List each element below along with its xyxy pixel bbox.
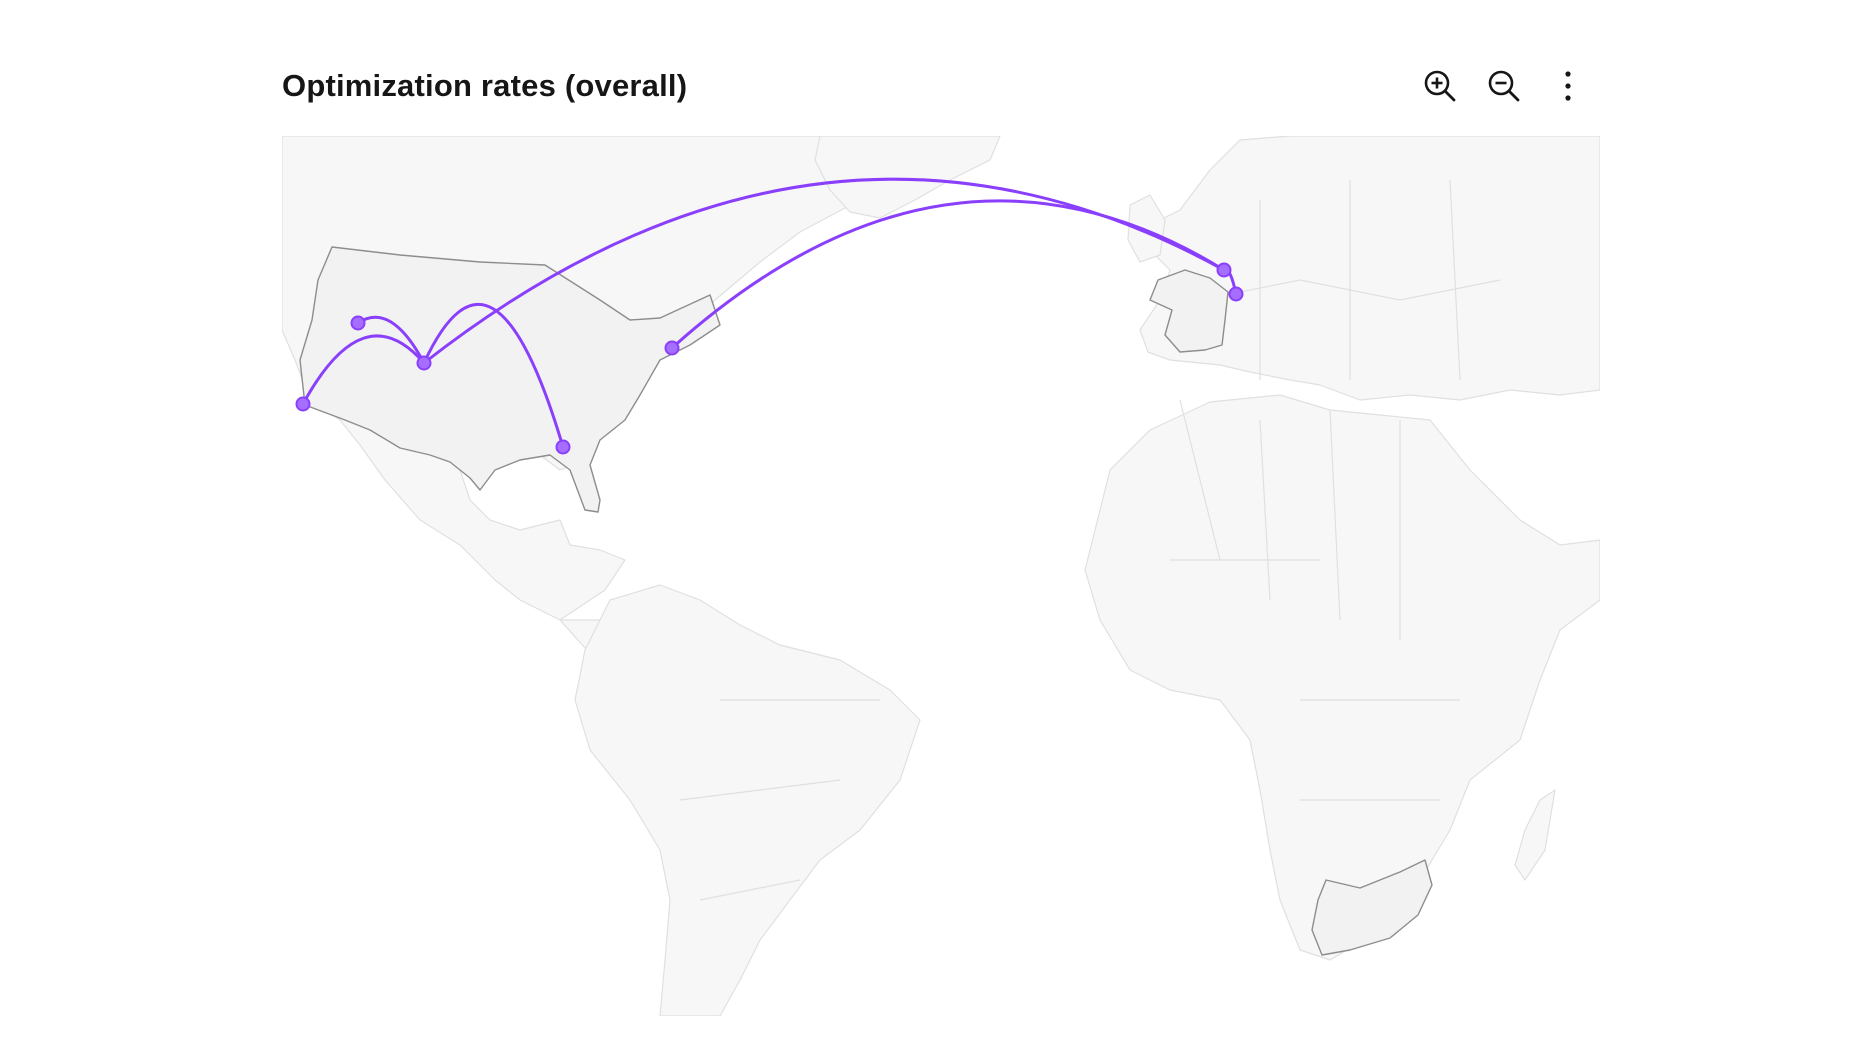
- land-south-america: [574, 584, 921, 1016]
- highlighted-regions: [299, 246, 1433, 956]
- city-nodes: [295, 262, 1244, 455]
- connection-arc[interactable]: [301, 334, 426, 406]
- chart-title: Optimization rates (overall): [282, 68, 688, 103]
- land-greenland: [814, 136, 1001, 219]
- map-area[interactable]: [282, 136, 1600, 1016]
- city-node[interactable]: [1228, 286, 1244, 302]
- zoom-in-icon: [1424, 70, 1456, 102]
- land-british-isles: [1127, 194, 1166, 263]
- connection-arc[interactable]: [422, 303, 565, 449]
- region-france[interactable]: [1149, 269, 1229, 353]
- overflow-menu-button[interactable]: [1536, 60, 1600, 112]
- world-map[interactable]: [282, 136, 1600, 1016]
- zoom-out-icon: [1488, 70, 1520, 102]
- country-borders: [679, 179, 1501, 901]
- city-node[interactable]: [555, 439, 571, 455]
- map-card: Optimization rates (overall): [282, 60, 1600, 1018]
- region-united-states[interactable]: [299, 246, 721, 513]
- land-europe: [1139, 136, 1600, 401]
- overflow-menu-vertical-icon: [1565, 71, 1571, 101]
- chart-toolbar: [1408, 60, 1600, 112]
- city-node[interactable]: [664, 340, 680, 356]
- land-masses: [282, 136, 1600, 1016]
- zoom-out-button[interactable]: [1472, 60, 1536, 112]
- connection-arc[interactable]: [670, 199, 1226, 350]
- region-south-africa[interactable]: [1311, 859, 1433, 956]
- city-node[interactable]: [350, 315, 366, 331]
- city-node[interactable]: [416, 355, 432, 371]
- zoom-in-button[interactable]: [1408, 60, 1472, 112]
- city-node[interactable]: [1216, 262, 1232, 278]
- city-node[interactable]: [295, 396, 311, 412]
- land-madagascar: [1514, 789, 1556, 881]
